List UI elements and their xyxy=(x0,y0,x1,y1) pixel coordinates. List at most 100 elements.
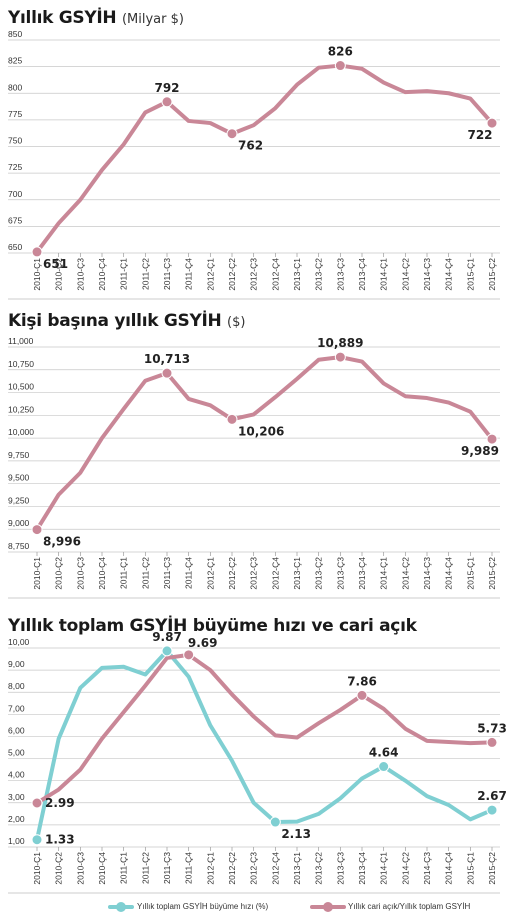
y-tick-label: 800 xyxy=(8,82,22,92)
x-tick-label: 2011-Ç3 xyxy=(162,557,172,589)
data-point-marker xyxy=(334,351,346,363)
y-tick-label: 7,00 xyxy=(8,703,25,713)
x-tick-label: 2014-Ç2 xyxy=(400,557,410,590)
data-label: 10,713 xyxy=(144,352,190,366)
x-tick-label: 2011-Ç4 xyxy=(184,557,194,589)
gdp-line-chart: 650 675 700 725 750 775 800 825 850 2010-Ç1 2010-Ç… xyxy=(8,29,500,300)
data-point-marker xyxy=(31,797,43,809)
data-point-marker xyxy=(486,117,498,129)
x-tick-label: 2011-Ç2 xyxy=(140,557,150,589)
data-point-marker xyxy=(269,816,281,828)
x-tick-label: 2013-Ç4 xyxy=(357,258,367,291)
data-point-marker xyxy=(31,524,43,536)
x-tick-label: 2013-Ç1 xyxy=(292,852,302,885)
x-tick-label: 2014-Ç4 xyxy=(444,852,454,885)
x-tick-label: 2011-Ç1 xyxy=(119,852,129,884)
per-capita-title: Kişi başına yıllık GSYİH ($) xyxy=(8,311,245,331)
data-label: 9.87 xyxy=(152,630,182,644)
y-tick-label: 9,750 xyxy=(8,450,30,460)
y-tick-label: 675 xyxy=(8,215,22,225)
x-tick-label: 2014-Ç1 xyxy=(379,258,389,291)
data-label: 722 xyxy=(467,128,492,142)
y-tick-label: 8,750 xyxy=(8,541,30,551)
x-tick-label: 2013-Ç1 xyxy=(292,557,302,590)
x-tick-label: 2015-Ç1 xyxy=(465,557,475,590)
x-tick-label: 2011-Ç1 xyxy=(119,557,129,589)
y-tick-label: 650 xyxy=(8,242,22,252)
legend-growth-label: Yıllık toplam GSYİH büyüme hızı (%) xyxy=(137,902,269,911)
data-label: 10,206 xyxy=(238,424,284,438)
x-tick-label: 2014-Ç4 xyxy=(444,258,454,291)
x-tick-label: 2011-Ç4 xyxy=(184,852,194,884)
x-tick-label: 2014-Ç1 xyxy=(379,557,389,590)
panel-growth: Yıllık toplam GSYİH büyüme hızı ve cari … xyxy=(0,610,518,900)
x-tick-label: 2012-Ç1 xyxy=(205,557,215,590)
per-capita-title-text: Kişi başına yıllık GSYİH xyxy=(8,311,222,331)
data-label: 7.86 xyxy=(347,674,377,688)
y-tick-label: 10,500 xyxy=(8,382,34,392)
x-tick-label: 2013-Ç3 xyxy=(335,852,345,885)
y-tick-label: 9,250 xyxy=(8,495,30,505)
gdp-title-unit: (Milyar $) xyxy=(121,12,184,27)
series-line-1 xyxy=(35,652,494,805)
y-tick-label: 9,000 xyxy=(8,518,30,528)
data-label: 9,989 xyxy=(461,444,499,458)
x-tick-label: 2015-Ç2 xyxy=(487,557,497,590)
x-tick-label: 2010-Ç3 xyxy=(75,258,85,291)
data-point-marker xyxy=(334,60,346,72)
x-tick-label: 2012-Ç1 xyxy=(205,852,215,885)
x-tick-label: 2011-Ç4 xyxy=(184,258,194,290)
data-point-marker xyxy=(31,246,43,258)
per-capita-title-unit: ($) xyxy=(227,315,246,330)
y-tick-label: 10,750 xyxy=(8,359,34,369)
data-point-marker xyxy=(486,433,498,445)
gdp-title: Yıllık GSYİH (Milyar $) xyxy=(8,8,184,28)
x-tick-label: 2014-Ç3 xyxy=(422,557,432,590)
data-label: 762 xyxy=(238,139,263,153)
x-tick-label: 2014-Ç3 xyxy=(422,852,432,885)
data-label: 792 xyxy=(154,81,179,95)
x-tick-label: 2012-Ç2 xyxy=(227,557,237,590)
data-label: 9.69 xyxy=(188,636,218,650)
y-tick-label: 750 xyxy=(8,136,22,146)
x-tick-label: 2013-Ç4 xyxy=(357,557,367,590)
y-tick-label: 11,000 xyxy=(8,336,34,346)
x-tick-label: 2014-Ç2 xyxy=(400,852,410,885)
x-tick-label: 2011-Ç3 xyxy=(162,852,172,884)
x-tick-label: 2010-Ç3 xyxy=(75,557,85,590)
y-tick-label: 10,250 xyxy=(8,404,34,414)
series-line-0 xyxy=(35,355,494,532)
data-label: 8,996 xyxy=(43,535,81,549)
data-point-marker xyxy=(161,96,173,108)
data-point-marker xyxy=(226,413,238,425)
x-tick-label: 2012-Ç4 xyxy=(270,557,280,590)
data-point-marker xyxy=(161,645,173,657)
y-tick-label: 850 xyxy=(8,29,22,39)
y-tick-label: 700 xyxy=(8,189,22,199)
growth-title: Yıllık toplam GSYİH büyüme hızı ve cari … xyxy=(8,616,417,636)
x-tick-label: 2010-Ç4 xyxy=(97,557,107,590)
y-tick-label: 10,00 xyxy=(8,637,30,647)
x-tick-label: 2011-Ç3 xyxy=(162,258,172,290)
chart-legend: Yıllık toplam GSYİH büyüme hızı (%) Yıll… xyxy=(0,900,518,920)
y-tick-label: 775 xyxy=(8,109,22,119)
x-tick-label: 2014-Ç3 xyxy=(422,258,432,291)
data-point-marker xyxy=(486,736,498,748)
x-tick-label: 2010-Ç1 xyxy=(32,852,42,885)
x-tick-label: 2013-Ç4 xyxy=(357,852,367,885)
x-tick-label: 2012-Ç3 xyxy=(249,557,259,590)
x-tick-label: 2015-Ç1 xyxy=(465,258,475,291)
growth-title-text: Yıllık toplam GSYİH büyüme hızı ve cari … xyxy=(8,616,417,636)
x-tick-label: 2010-Ç2 xyxy=(54,258,64,291)
x-tick-label: 2013-Ç1 xyxy=(292,258,302,291)
data-label: 651 xyxy=(43,257,68,271)
panel-per-capita: Kişi başına yıllık GSYİH ($) 8,750 9,000 9… xyxy=(0,305,518,610)
y-tick-label: 6,00 xyxy=(8,725,25,735)
data-point-marker xyxy=(356,689,368,701)
x-tick-label: 2011-Ç2 xyxy=(140,258,150,290)
x-tick-label: 2012-Ç4 xyxy=(270,852,280,885)
data-point-marker xyxy=(226,128,238,140)
x-tick-label: 2014-Ç4 xyxy=(444,557,454,590)
data-point-marker xyxy=(486,804,498,816)
x-tick-label: 2010-Ç1 xyxy=(32,258,42,291)
